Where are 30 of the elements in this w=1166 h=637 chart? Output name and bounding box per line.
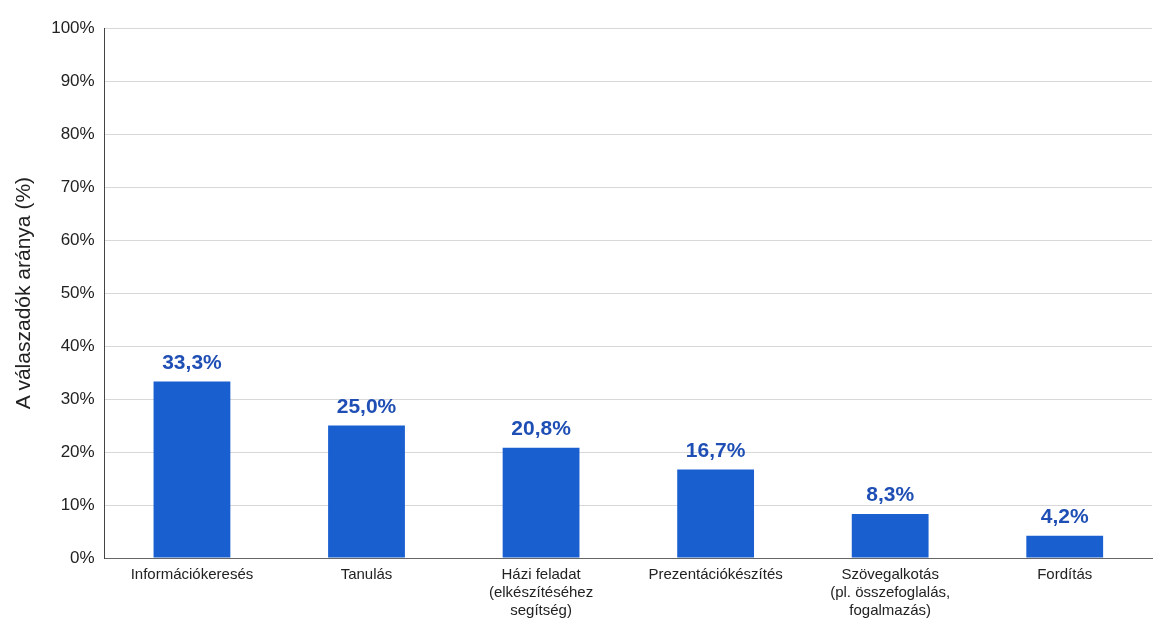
bar — [153, 381, 231, 558]
data-label: 33,3% — [162, 349, 223, 373]
y-tick-label: 40% — [60, 335, 95, 355]
bar — [502, 447, 580, 558]
x-tick-label: Házi feladat (elkészítéséhez segítség) — [488, 565, 594, 619]
data-label: 16,7% — [685, 437, 746, 461]
bar — [328, 425, 405, 558]
x-tick-label: Információkeresés — [130, 565, 254, 583]
data-label: 4,2% — [1040, 504, 1089, 528]
y-tick-label: 0% — [70, 547, 95, 567]
y-tick-label: 100% — [51, 17, 95, 37]
y-tick-label: 20% — [60, 441, 95, 461]
y-tick-label: 30% — [60, 388, 95, 408]
x-tick-label: Szövegalkotás (pl. összefoglalás, fogalmazás) — [830, 565, 951, 619]
y-tick-label: 90% — [60, 70, 95, 90]
x-tick-label: Tanulás — [340, 565, 393, 583]
y-tick-label: 60% — [60, 229, 95, 249]
x-tick-label: Fordítás — [1037, 565, 1093, 583]
bar — [1026, 535, 1104, 558]
y-tick-label: 70% — [60, 176, 95, 196]
y-tick-label: 80% — [60, 123, 95, 143]
y-tick-label: 50% — [60, 282, 95, 302]
data-label: 20,8% — [511, 416, 572, 440]
data-label: 8,3% — [866, 482, 915, 506]
x-tick-label: Prezentációkészítés — [648, 565, 783, 583]
bar — [851, 514, 929, 558]
y-tick-label: 10% — [60, 494, 95, 514]
y-axis-title: A válaszadók aránya (%) — [11, 176, 35, 410]
data-label: 25,0% — [336, 393, 397, 417]
bar — [677, 469, 755, 558]
